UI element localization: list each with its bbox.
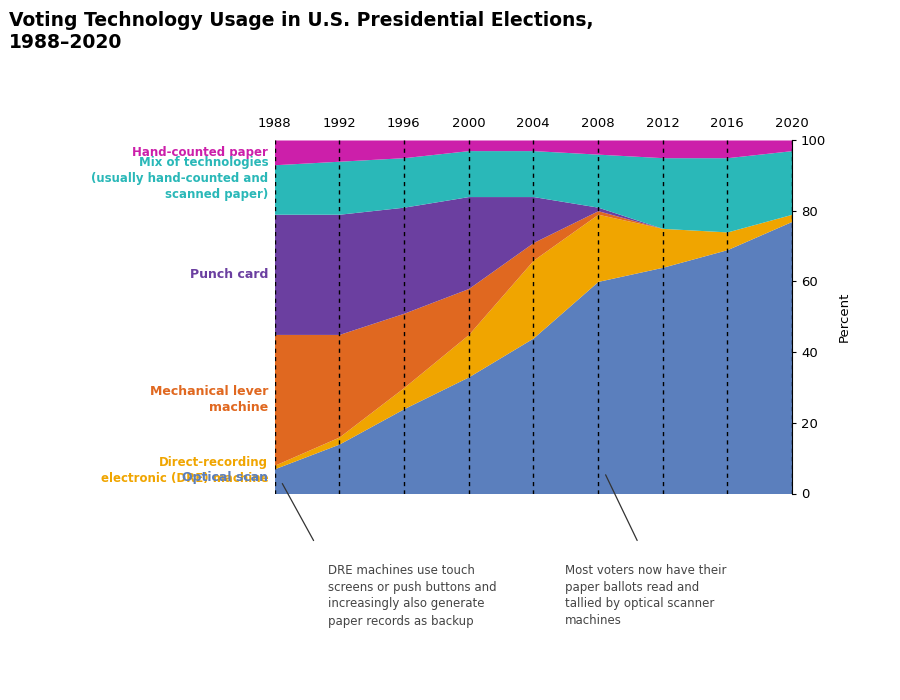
Text: DRE machines use touch
screens or push buttons and
increasingly also generate
pa: DRE machines use touch screens or push b… xyxy=(328,564,497,627)
Text: Direct-recording
electronic (DRE) machine: Direct-recording electronic (DRE) machin… xyxy=(101,456,268,485)
Y-axis label: Percent: Percent xyxy=(837,292,850,342)
Text: Voting Technology Usage in U.S. Presidential Elections,
1988–2020: Voting Technology Usage in U.S. Presiden… xyxy=(9,10,593,52)
Text: Most voters now have their
paper ballots read and
tallied by optical scanner
mac: Most voters now have their paper ballots… xyxy=(565,564,726,627)
Text: Mix of technologies
(usually hand-counted and
scanned paper): Mix of technologies (usually hand-counte… xyxy=(91,157,268,202)
Text: Optical scan: Optical scan xyxy=(182,471,268,484)
Text: Punch card: Punch card xyxy=(190,268,268,281)
Text: Mechanical lever
machine: Mechanical lever machine xyxy=(149,385,268,414)
Text: Hand-counted paper: Hand-counted paper xyxy=(132,146,268,159)
